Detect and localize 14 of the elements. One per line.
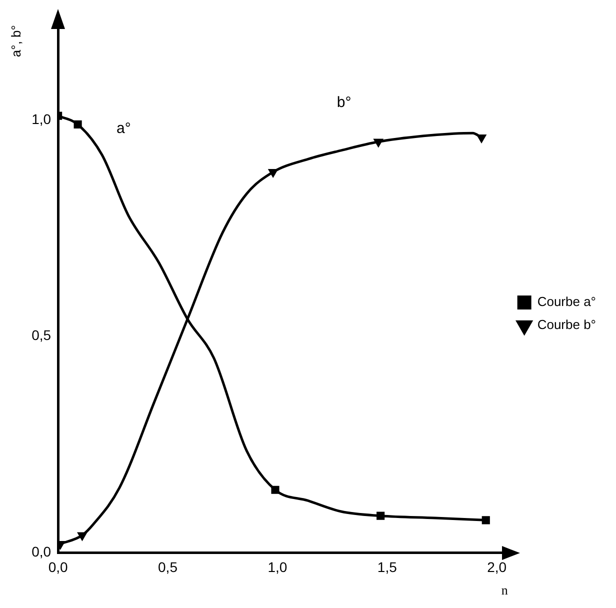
legend-label: Courbe b° xyxy=(537,317,596,332)
x-tick-label: 2,0 xyxy=(487,558,507,575)
x-tick-label: 0,5 xyxy=(158,558,178,575)
x-axis-title: n xyxy=(501,582,508,598)
y-tick-label: 0,5 xyxy=(32,327,52,344)
y-tick-label: 0,0 xyxy=(32,543,52,560)
legend-label: Courbe a° xyxy=(537,294,596,310)
x-tick-label: 1,5 xyxy=(377,558,398,575)
y-axis-title: a°, b° xyxy=(8,25,24,58)
x-tick-label: 0,0 xyxy=(48,558,68,575)
annotation: b° xyxy=(336,94,352,111)
y-tick-label: 1,0 xyxy=(32,111,52,127)
x-tick-label: 1,0 xyxy=(268,558,288,575)
annotation: a° xyxy=(116,120,131,137)
